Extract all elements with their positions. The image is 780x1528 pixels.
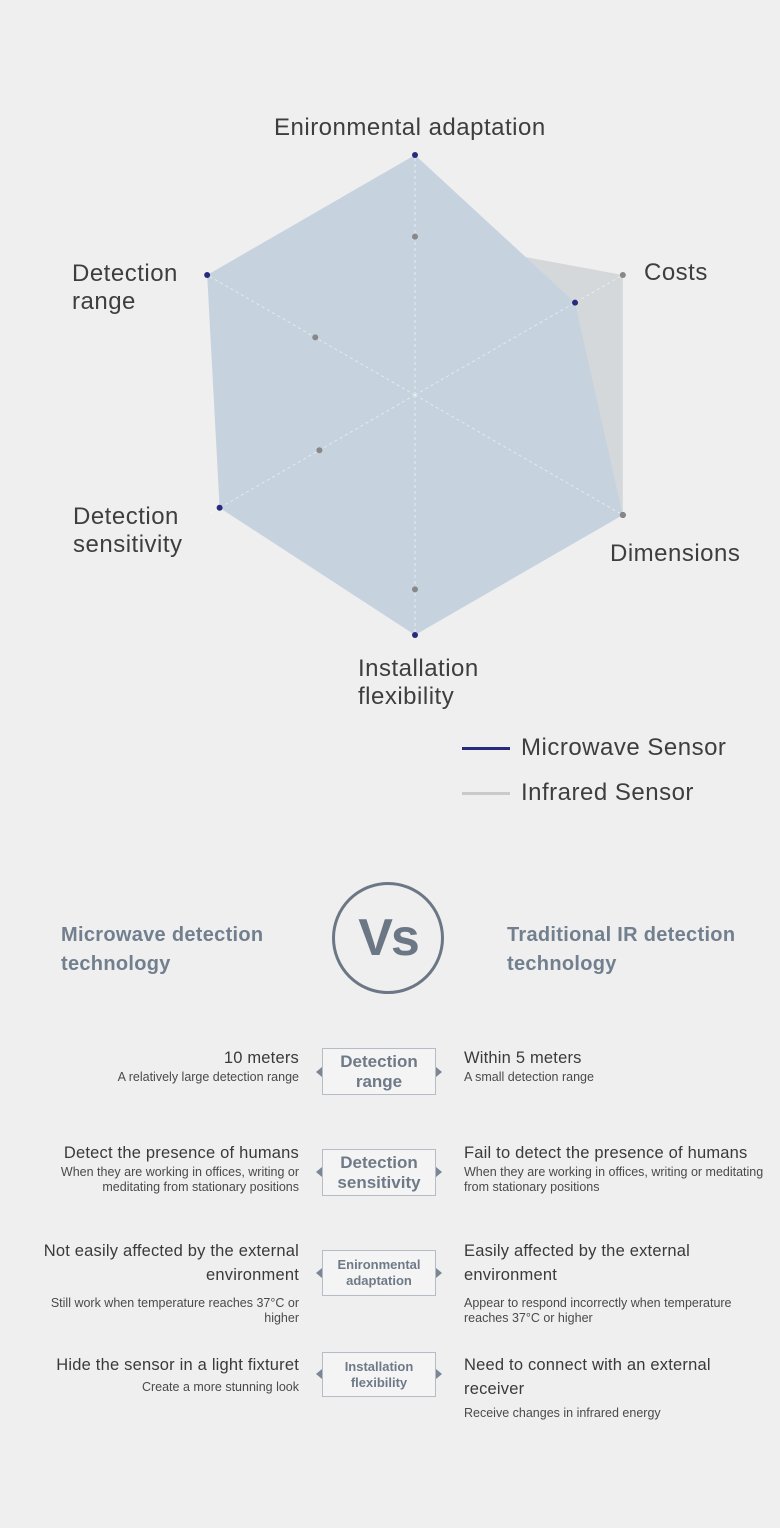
arrow-left-icon: [316, 1067, 322, 1077]
category-box: Detection range: [322, 1048, 436, 1095]
left-main-text: Not easily affected by the external envi…: [43, 1242, 299, 1284]
data-point-s0-0: [412, 152, 418, 158]
right-sub-text: When they are working in offices, writin…: [464, 1165, 764, 1194]
right-cell: Need to connect with an external receive…: [464, 1353, 764, 1421]
left-sub-text: When they are working in offices, writin…: [60, 1165, 299, 1194]
grid-spoke-5: [206, 274, 416, 396]
axis-label-dimensions: Dimensions: [610, 540, 741, 567]
arrow-right-icon: [436, 1067, 442, 1077]
microwave-technology-title: Microwave detection technology: [61, 924, 264, 975]
axis-label-installation-flexibility: Installation flexibility: [358, 655, 479, 710]
data-point-s1-1: [619, 272, 626, 278]
vs-badge: Vs: [332, 882, 444, 994]
data-point-s1-3: [412, 586, 418, 593]
left-sub-text: Create a more stunning look: [141, 1380, 299, 1394]
right-main-text: Fail to detect the presence of humans: [464, 1144, 748, 1162]
arrow-left-icon: [316, 1167, 322, 1177]
right-cell: Within 5 meters A small detection range: [464, 1046, 774, 1085]
arrow-left-icon: [316, 1268, 322, 1278]
data-point-s0-1: [572, 299, 579, 306]
axis-label-environmental-adaptation: Enironmental adaptation: [274, 114, 546, 141]
data-point-s1-4: [316, 447, 323, 454]
axis-label-detection-sensitivity: Detection sensitivity: [73, 503, 183, 558]
left-main-text: Detect the presence of humans: [63, 1144, 299, 1162]
legend-label-microwave: Microwave Sensor: [521, 734, 727, 761]
data-point-s0-5: [204, 272, 211, 278]
left-cell: Detect the presence of humans When they …: [9, 1141, 299, 1195]
right-cell: Fail to detect the presence of humans Wh…: [464, 1141, 774, 1195]
right-main-text: Within 5 meters: [464, 1049, 582, 1067]
grid-spoke-2: [414, 394, 624, 516]
legend-label-infrared: Infrared Sensor: [521, 779, 694, 806]
arrow-left-icon: [316, 1369, 322, 1379]
right-sub-text: Appear to respond incorrectly when tempe…: [464, 1296, 732, 1325]
grid-spoke-4: [206, 394, 416, 516]
arrow-right-icon: [436, 1369, 442, 1379]
left-cell: Not easily affected by the external envi…: [14, 1239, 299, 1326]
data-point-s0-4: [216, 504, 223, 511]
left-main-text: Hide the sensor in a light fixturet: [56, 1356, 299, 1374]
category-box: Installation flexibility: [322, 1352, 436, 1397]
left-sub-text: Still work when temperature reaches 37°C…: [50, 1296, 299, 1325]
data-point-s1-0: [412, 233, 418, 240]
category-box: Enironmental adaptation: [322, 1250, 436, 1296]
legend-swatch-infrared: [462, 792, 510, 795]
axis-label-detection-range: Detection range: [72, 260, 178, 315]
ir-technology-title: Traditional IR detection technology: [507, 924, 736, 975]
radar-chart: [204, 152, 626, 638]
data-point-s0-3: [412, 632, 418, 638]
left-sub-text: A relatively large detection range: [117, 1070, 299, 1084]
left-cell: 10 meters A relatively large detection r…: [0, 1046, 299, 1085]
data-point-s1-2: [619, 512, 626, 518]
axis-label-costs: Costs: [644, 259, 708, 286]
arrow-right-icon: [436, 1167, 442, 1177]
grid-spoke-1: [414, 274, 624, 396]
arrow-right-icon: [436, 1268, 442, 1278]
left-main-text: 10 meters: [223, 1049, 299, 1067]
data-point-s1-5: [312, 334, 319, 341]
right-cell: Easily affected by the external environm…: [464, 1239, 769, 1326]
right-sub-text: A small detection range: [464, 1070, 594, 1084]
right-main-text: Need to connect with an external receive…: [464, 1356, 711, 1398]
category-box: Detection sensitivity: [322, 1149, 436, 1196]
right-main-text: Easily affected by the external environm…: [464, 1242, 691, 1284]
right-sub-text: Receive changes in infrared energy: [464, 1406, 661, 1420]
vs-text: Vs: [358, 909, 420, 967]
legend-swatch-microwave: [462, 747, 510, 750]
left-cell: Hide the sensor in a light fixturet Crea…: [9, 1353, 299, 1395]
